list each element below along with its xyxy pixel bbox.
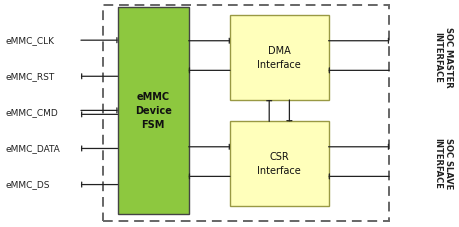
Text: DMA
Interface: DMA Interface [257,46,301,70]
Text: eMMC_RST: eMMC_RST [5,72,55,81]
Text: SOC SLAVE
INTERFACE: SOC SLAVE INTERFACE [433,138,452,189]
Bar [118,7,188,214]
Text: eMMC_CMD: eMMC_CMD [5,108,58,117]
Text: SOC MASTER
INTERFACE: SOC MASTER INTERFACE [433,27,452,88]
Bar [102,5,388,221]
Bar [230,121,328,206]
Text: CSR
Interface: CSR Interface [257,152,301,176]
Text: eMMC_DATA: eMMC_DATA [5,144,60,153]
Bar [230,15,328,100]
Text: eMMC_CLK: eMMC_CLK [5,36,54,45]
Text: eMMC_DS: eMMC_DS [5,180,50,189]
Text: eMMC
Device
FSM: eMMC Device FSM [134,92,171,130]
